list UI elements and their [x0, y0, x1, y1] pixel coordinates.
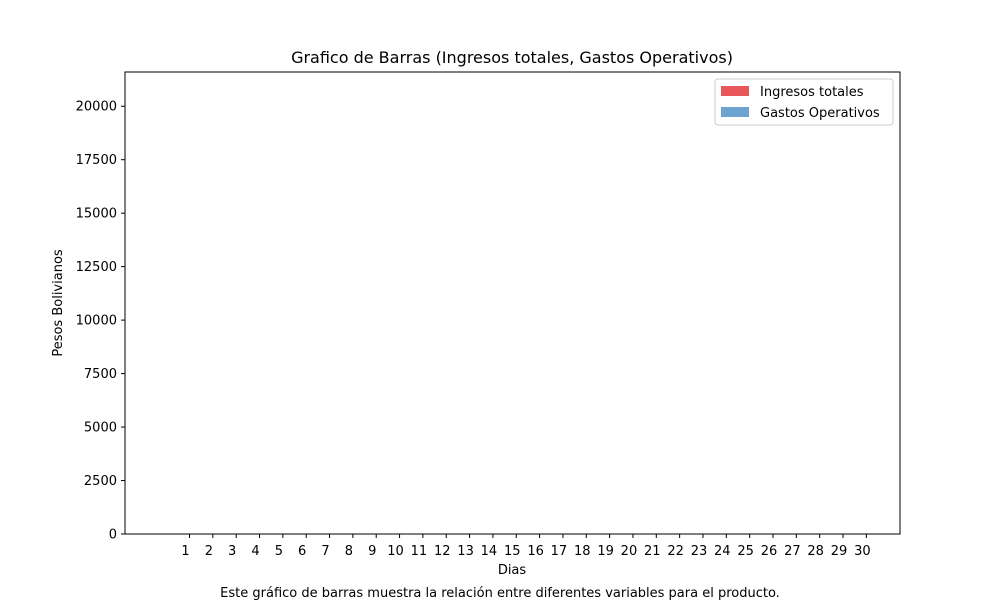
legend-label: Ingresos totales	[760, 85, 864, 100]
x-tick-label: 20	[621, 544, 638, 559]
y-tick-label: 0	[109, 528, 117, 543]
x-tick-label: 6	[298, 544, 306, 559]
y-tick-label: 2500	[84, 474, 117, 489]
y-tick-label: 17500	[76, 153, 117, 168]
x-tick-label: 10	[387, 544, 404, 559]
x-axis-label: Dias	[498, 563, 527, 578]
x-tick-label: 3	[228, 544, 236, 559]
legend-box	[714, 78, 894, 126]
x-tick-label: 25	[737, 544, 754, 559]
x-tick-label: 2	[205, 544, 213, 559]
x-tick-label: 12	[434, 544, 451, 559]
x-tick-label: 15	[504, 544, 521, 559]
x-tick-label: 28	[807, 544, 824, 559]
x-tick-label: 26	[761, 544, 778, 559]
x-tick-label: 18	[574, 544, 591, 559]
x-tick-label: 8	[345, 544, 353, 559]
x-tick-label: 19	[597, 544, 614, 559]
legend-swatch	[721, 86, 749, 96]
x-tick-label: 14	[481, 544, 498, 559]
x-tick-label: 23	[691, 544, 708, 559]
y-tick-label: 12500	[76, 260, 117, 275]
legend-label: Gastos Operativos	[760, 106, 880, 121]
x-tick-label: 13	[457, 544, 474, 559]
x-tick-label: 1	[181, 544, 189, 559]
x-tick-label: 7	[321, 544, 329, 559]
x-tick-label: 16	[527, 544, 544, 559]
x-tick-label: 5	[275, 544, 283, 559]
y-tick-label: 10000	[76, 314, 117, 329]
x-tick-label: 22	[667, 544, 684, 559]
x-tick-label: 30	[854, 544, 871, 559]
plot-frame	[124, 71, 901, 535]
x-tick-label: 27	[784, 544, 801, 559]
y-tick-label: 7500	[84, 367, 117, 382]
y-tick-label: 5000	[84, 421, 117, 436]
legend: Ingresos totales Gastos Operativos	[714, 78, 894, 126]
chart-caption: Este gráfico de barras muestra la relaci…	[220, 586, 780, 600]
x-tick-label: 29	[831, 544, 848, 559]
legend-swatch	[721, 107, 749, 117]
x-tick-label: 4	[251, 544, 259, 559]
x-tick-label: 21	[644, 544, 661, 559]
x-tick-label: 11	[411, 544, 428, 559]
y-tick-label: 20000	[76, 100, 117, 115]
y-axis-label: Pesos Bolivianos	[51, 249, 66, 357]
chart-title: Grafico de Barras (Ingresos totales, Gas…	[291, 48, 733, 67]
x-tick-label: 24	[714, 544, 731, 559]
y-tick-label: 15000	[76, 207, 117, 222]
x-tick-label: 17	[551, 544, 568, 559]
x-tick-label: 9	[368, 544, 376, 559]
